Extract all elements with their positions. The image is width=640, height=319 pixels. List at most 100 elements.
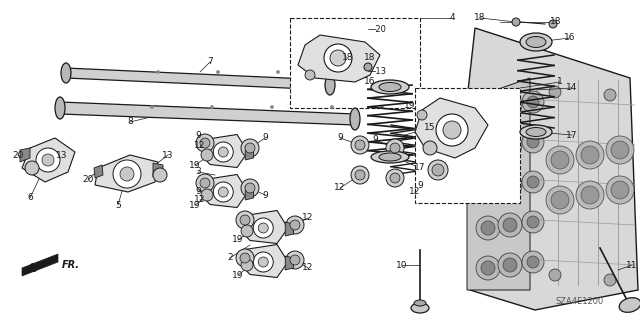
Circle shape bbox=[276, 70, 280, 73]
Circle shape bbox=[196, 174, 214, 192]
Circle shape bbox=[351, 166, 369, 184]
Circle shape bbox=[498, 213, 522, 237]
Polygon shape bbox=[467, 28, 638, 310]
Circle shape bbox=[245, 183, 255, 193]
Circle shape bbox=[503, 98, 517, 112]
Circle shape bbox=[386, 139, 404, 157]
FancyBboxPatch shape bbox=[415, 88, 520, 203]
Circle shape bbox=[443, 121, 461, 139]
Circle shape bbox=[351, 136, 369, 154]
Circle shape bbox=[259, 223, 268, 233]
Circle shape bbox=[216, 70, 220, 73]
Polygon shape bbox=[245, 186, 253, 200]
Circle shape bbox=[113, 160, 141, 188]
Polygon shape bbox=[285, 222, 294, 236]
Text: 9: 9 bbox=[195, 188, 201, 197]
Text: 12: 12 bbox=[195, 140, 205, 150]
Ellipse shape bbox=[379, 153, 401, 161]
Circle shape bbox=[290, 255, 300, 265]
Text: 8: 8 bbox=[127, 117, 133, 127]
Text: 3: 3 bbox=[195, 167, 201, 176]
Polygon shape bbox=[22, 138, 75, 182]
Circle shape bbox=[549, 269, 561, 281]
Text: SZA4E1200: SZA4E1200 bbox=[555, 298, 604, 307]
Circle shape bbox=[551, 191, 569, 209]
Circle shape bbox=[213, 182, 233, 202]
Circle shape bbox=[286, 251, 304, 269]
Circle shape bbox=[200, 138, 210, 148]
Circle shape bbox=[201, 149, 213, 161]
Polygon shape bbox=[66, 68, 330, 90]
Text: 12: 12 bbox=[410, 188, 420, 197]
Text: 18: 18 bbox=[474, 13, 486, 23]
Text: 17: 17 bbox=[414, 164, 426, 173]
Circle shape bbox=[436, 114, 468, 146]
Text: 9: 9 bbox=[417, 181, 423, 189]
Ellipse shape bbox=[620, 298, 640, 312]
Circle shape bbox=[381, 106, 383, 108]
Circle shape bbox=[337, 70, 339, 73]
Circle shape bbox=[355, 140, 365, 150]
Text: 12: 12 bbox=[302, 263, 314, 272]
Circle shape bbox=[581, 146, 599, 164]
Circle shape bbox=[241, 179, 259, 197]
Circle shape bbox=[498, 253, 522, 277]
Circle shape bbox=[606, 136, 634, 164]
Polygon shape bbox=[245, 146, 253, 160]
Text: 20: 20 bbox=[83, 175, 93, 184]
Circle shape bbox=[481, 141, 495, 155]
Text: 6: 6 bbox=[27, 194, 33, 203]
Ellipse shape bbox=[520, 125, 552, 139]
Ellipse shape bbox=[350, 108, 360, 130]
Circle shape bbox=[546, 186, 574, 214]
Polygon shape bbox=[415, 98, 488, 158]
Circle shape bbox=[218, 147, 228, 157]
Text: 11: 11 bbox=[627, 261, 637, 270]
Text: 19: 19 bbox=[232, 235, 244, 244]
Circle shape bbox=[241, 259, 253, 271]
Circle shape bbox=[241, 225, 253, 237]
Circle shape bbox=[546, 146, 574, 174]
Polygon shape bbox=[22, 254, 58, 276]
Circle shape bbox=[36, 148, 60, 172]
Polygon shape bbox=[153, 163, 163, 177]
Circle shape bbox=[245, 143, 255, 153]
Circle shape bbox=[218, 187, 228, 197]
Polygon shape bbox=[243, 244, 288, 278]
Circle shape bbox=[290, 220, 300, 230]
Text: 5: 5 bbox=[115, 201, 121, 210]
Text: 13: 13 bbox=[163, 151, 173, 160]
Text: 9: 9 bbox=[372, 136, 378, 145]
Circle shape bbox=[423, 141, 437, 155]
Text: —20: —20 bbox=[368, 26, 387, 34]
Text: 18: 18 bbox=[550, 18, 562, 26]
Circle shape bbox=[503, 218, 517, 232]
Circle shape bbox=[324, 44, 352, 72]
Polygon shape bbox=[95, 155, 158, 192]
Circle shape bbox=[386, 169, 404, 187]
Circle shape bbox=[240, 215, 250, 225]
Circle shape bbox=[259, 257, 268, 267]
Text: 1: 1 bbox=[557, 78, 563, 86]
Circle shape bbox=[153, 168, 167, 182]
Text: 19: 19 bbox=[189, 201, 201, 210]
Circle shape bbox=[428, 160, 448, 180]
Circle shape bbox=[604, 274, 616, 286]
Text: FR.: FR. bbox=[62, 260, 80, 270]
Polygon shape bbox=[285, 256, 294, 270]
Text: 9: 9 bbox=[262, 133, 268, 143]
Circle shape bbox=[25, 161, 39, 175]
Circle shape bbox=[390, 143, 400, 153]
Ellipse shape bbox=[520, 33, 552, 51]
Text: 10: 10 bbox=[396, 261, 408, 270]
Circle shape bbox=[549, 86, 561, 98]
Polygon shape bbox=[203, 135, 248, 167]
Text: 12: 12 bbox=[195, 196, 205, 204]
Circle shape bbox=[481, 221, 495, 235]
Circle shape bbox=[236, 249, 254, 267]
Circle shape bbox=[522, 211, 544, 233]
Ellipse shape bbox=[526, 128, 546, 137]
Circle shape bbox=[527, 256, 539, 268]
Ellipse shape bbox=[325, 75, 335, 95]
Text: 15: 15 bbox=[424, 123, 436, 132]
